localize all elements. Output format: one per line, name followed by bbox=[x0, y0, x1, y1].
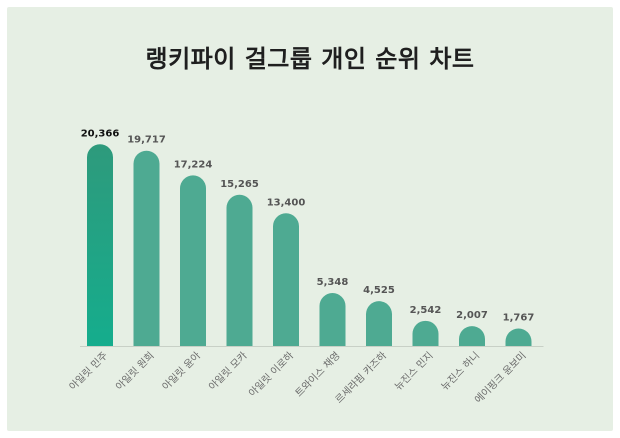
x-tick-label-3: 아일릿 윤아 bbox=[160, 350, 203, 393]
bar-1 bbox=[87, 144, 113, 346]
data-label-10: 1,767 bbox=[503, 312, 535, 323]
bar-4 bbox=[226, 194, 253, 346]
data-label-2: 19,717 bbox=[127, 135, 166, 146]
bar-6 bbox=[319, 293, 346, 346]
data-label-1: 20,366 bbox=[81, 128, 120, 139]
chart-card: 랭키파이 걸그룹 개인 순위 차트 20,366 아일릿 민주 19,717 아일릿 … bbox=[7, 7, 613, 431]
data-label-7: 4,525 bbox=[363, 285, 395, 296]
x-tick-label-1: 아일릿 민주 bbox=[67, 350, 110, 393]
bar-2 bbox=[133, 150, 160, 346]
data-label-6: 5,348 bbox=[317, 277, 349, 288]
bar-chart: 20,366 아일릿 민주 19,717 아일릿 원희 17,224 아일릿 윤아 15,2… bbox=[67, 128, 544, 406]
x-tick-label-6: 트와이스 채영 bbox=[293, 350, 343, 400]
data-label-5: 13,400 bbox=[267, 197, 306, 208]
data-label-8: 2,542 bbox=[410, 305, 442, 316]
x-tick-label-5: 아일릿 이로하 bbox=[246, 349, 296, 399]
bar-9 bbox=[459, 326, 485, 346]
bar-7 bbox=[366, 301, 392, 346]
x-tick-label-4: 아일릿 모카 bbox=[206, 350, 249, 393]
x-tick-label-2: 아일릿 원희 bbox=[113, 350, 156, 393]
chart-title: 랭키파이 걸그룹 개인 순위 차트 bbox=[145, 45, 475, 73]
bar-8 bbox=[412, 320, 439, 346]
x-tick-label-8: 뉴진스 민지 bbox=[392, 350, 435, 393]
x-tick-label-9: 뉴진스 하니 bbox=[438, 349, 482, 393]
data-label-9: 2,007 bbox=[456, 310, 488, 321]
bar-10 bbox=[505, 328, 532, 346]
bar-5 bbox=[273, 213, 299, 346]
bar-3 bbox=[180, 175, 206, 346]
data-label-4: 15,265 bbox=[220, 179, 259, 190]
data-label-3: 17,224 bbox=[174, 159, 213, 170]
